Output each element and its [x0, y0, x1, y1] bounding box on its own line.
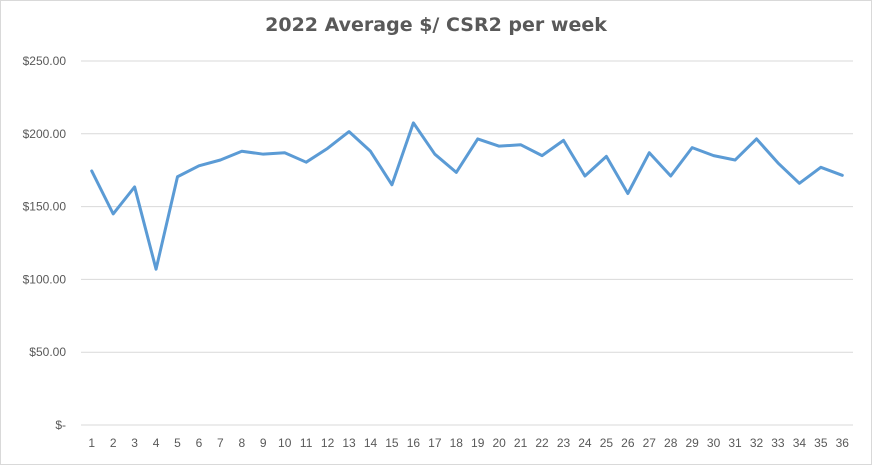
y-tick-label: $150.00: [23, 200, 67, 214]
x-tick-label: 22: [535, 436, 549, 450]
x-tick-label: 29: [685, 436, 699, 450]
x-tick-label: 10: [278, 436, 292, 450]
x-tick-label: 31: [728, 436, 742, 450]
x-tick-label: 21: [514, 436, 528, 450]
x-tick-label: 33: [771, 436, 785, 450]
chart-title: 2022 Average $/ CSR2 per week: [265, 14, 607, 36]
x-tick-label: 35: [814, 436, 828, 450]
x-tick-label: 14: [364, 436, 378, 450]
x-tick-label: 2: [110, 436, 117, 450]
x-tick-label: 16: [407, 436, 421, 450]
y-axis-ticks: $250.00 $200.00 $150.00 $100.00 $50.00 $-: [23, 54, 67, 432]
x-tick-label: 4: [153, 436, 160, 450]
x-tick-label: 19: [471, 436, 485, 450]
x-tick-label: 36: [836, 436, 850, 450]
x-tick-label: 24: [578, 436, 592, 450]
x-tick-label: 34: [793, 436, 807, 450]
x-tick-label: 25: [600, 436, 614, 450]
x-tick-label: 15: [385, 436, 399, 450]
x-tick-label: 17: [428, 436, 442, 450]
series-line: [90, 121, 844, 271]
x-tick-label: 28: [664, 436, 678, 450]
x-tick-label: 20: [492, 436, 506, 450]
x-tick-label: 3: [131, 436, 138, 450]
x-tick-label: 30: [707, 436, 721, 450]
x-tick-label: 27: [643, 436, 657, 450]
x-tick-label: 18: [450, 436, 464, 450]
gridlines: [81, 60, 853, 426]
x-tick-label: 5: [174, 436, 181, 450]
x-tick-label: 7: [217, 436, 224, 450]
x-tick-label: 12: [321, 436, 335, 450]
y-tick-label: $-: [55, 418, 66, 432]
y-tick-label: $100.00: [23, 272, 67, 286]
y-tick-label: $50.00: [29, 345, 66, 359]
y-tick-label: $200.00: [23, 127, 67, 141]
x-tick-label: 6: [196, 436, 203, 450]
x-tick-label: 13: [342, 436, 356, 450]
x-tick-label: 11: [300, 436, 313, 450]
x-axis-ticks: 1 2 3 4 5 6 7 8 9 10 11 12 13 14 15 16 17 18 19 20 21 22 23 24 2…: [88, 436, 849, 450]
x-tick-label: 8: [238, 436, 245, 450]
x-tick-label: 26: [621, 436, 635, 450]
y-tick-label: $250.00: [23, 54, 67, 68]
x-tick-label: 23: [557, 436, 571, 450]
x-tick-label: 9: [260, 436, 267, 450]
x-tick-label: 1: [88, 436, 95, 450]
x-tick-label: 32: [750, 436, 764, 450]
series-layer: [90, 121, 844, 271]
